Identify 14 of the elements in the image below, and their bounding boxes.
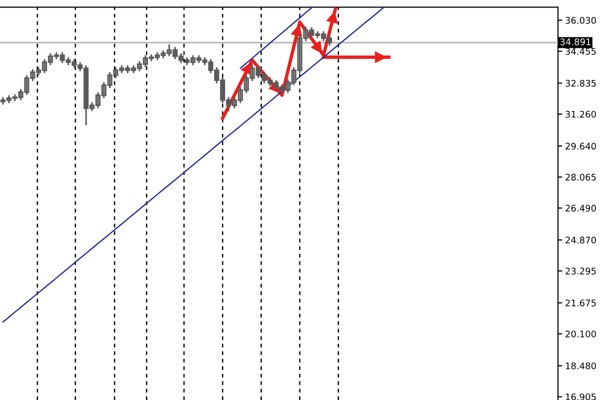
y-tick-label: 24.870 [566,236,596,244]
y-tick-label: 31.260 [566,110,596,118]
y-tick-label: 23.295 [566,268,596,274]
y-tick-label: 26.490 [566,204,596,212]
y-tick-label: 18.480 [566,362,596,370]
y-tick-label: 20.100 [566,330,596,338]
y-tick-label: 34.455 [566,48,596,55]
y-tick-label: 21.675 [566,300,596,306]
y-tick-label: 28.065 [566,174,596,181]
y-tick-label: 32.835 [566,80,596,87]
ref-line-label: 34.891 [560,38,590,46]
y-tick-label: 36.030 [566,16,596,24]
y-tick-label: 16.905 [566,393,596,400]
y-tick-label: 29.640 [566,142,596,150]
